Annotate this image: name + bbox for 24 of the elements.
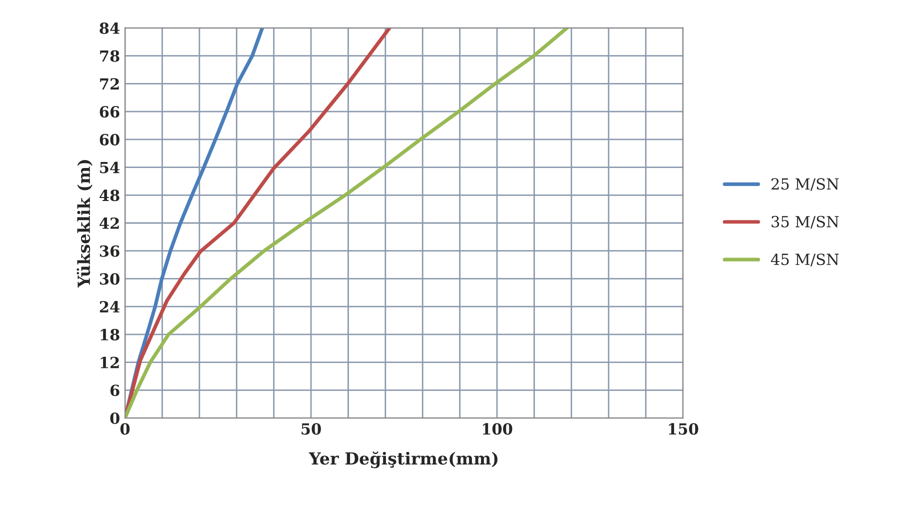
x-tick-label: 150: [668, 423, 698, 435]
y-tick-label: 0: [110, 412, 120, 424]
y-tick-label: 54: [100, 162, 120, 174]
y-tick-label: 18: [100, 328, 120, 340]
y-tick-label: 84: [100, 22, 120, 34]
x-tick-label: 100: [482, 423, 512, 435]
y-tick-label: 24: [100, 301, 120, 312]
y-tick-label: 30: [100, 273, 120, 285]
y-axis-title: Yükseklik (m): [76, 160, 92, 288]
legend-label: 35 M/SN: [772, 216, 839, 229]
x-axis-title: Yer Değiştirme(mm): [308, 452, 498, 468]
y-tick-label: 42: [100, 217, 119, 229]
x-tick-label: 50: [302, 423, 321, 435]
y-tick-label: 60: [100, 134, 120, 146]
x-tick-label: 0: [120, 423, 130, 435]
y-tick-label: 72: [100, 78, 119, 90]
y-tick-label: 66: [100, 106, 120, 118]
legend-label: 45 M/SN: [770, 254, 839, 266]
legend-label: 25 M/SN: [772, 178, 839, 191]
y-tick-label: 6: [110, 384, 120, 396]
y-tick-label: 36: [100, 245, 120, 257]
y-tick-label: 78: [100, 50, 120, 62]
y-tick-label: 12: [100, 356, 119, 368]
y-tick-label: 48: [100, 190, 120, 202]
